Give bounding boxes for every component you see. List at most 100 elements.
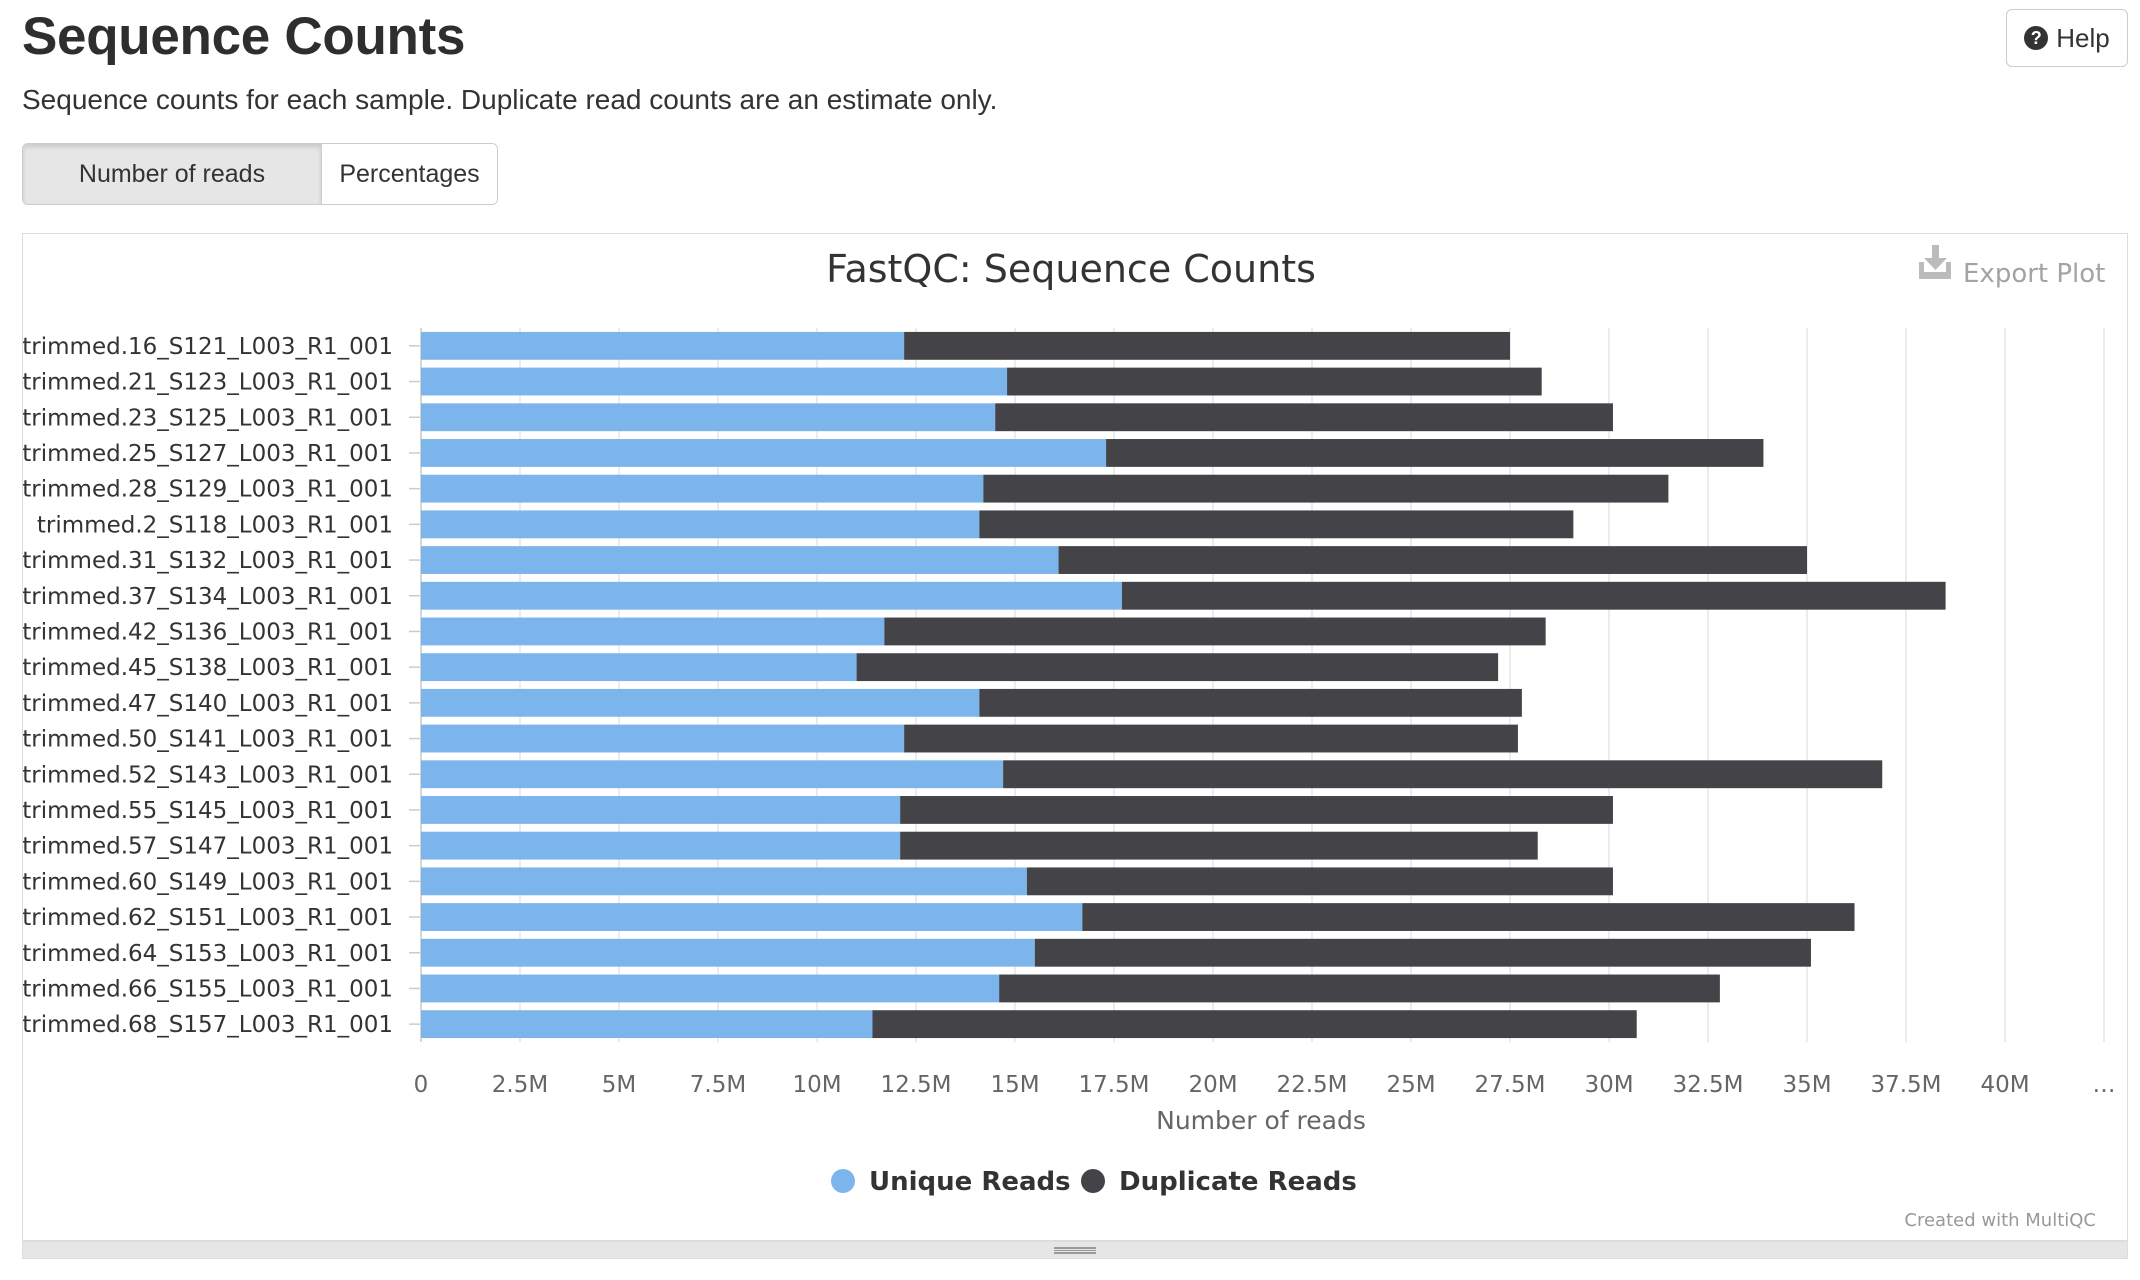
bar-duplicate-reads[interactable]	[1058, 546, 1807, 574]
y-axis-label: trimmed.68_S157_L003_R1_001	[23, 1012, 393, 1038]
bar-duplicate-reads[interactable]	[999, 974, 1720, 1003]
x-tick-label: 2.5M	[492, 1072, 548, 1098]
bar-unique-reads[interactable]	[421, 474, 984, 503]
section-description: Sequence counts for each sample. Duplica…	[22, 84, 998, 115]
y-axis-label: trimmed.25_S127_L003_R1_001	[23, 441, 393, 467]
view-toggle-group: Number of reads Percentages	[22, 143, 498, 205]
y-axis-label: trimmed.23_S125_L003_R1_001	[23, 405, 393, 431]
x-axis-title: Number of reads	[1156, 1106, 1366, 1135]
y-axis-label: trimmed.50_S141_L003_R1_001	[23, 727, 393, 753]
bar-unique-reads[interactable]	[421, 796, 901, 824]
bar-duplicate-reads[interactable]	[904, 331, 1510, 360]
bar-unique-reads[interactable]	[421, 1010, 873, 1039]
x-tick-label: 12.5M	[880, 1072, 951, 1098]
bar-unique-reads[interactable]	[421, 546, 1059, 574]
bar-duplicate-reads[interactable]	[983, 474, 1669, 503]
x-tick-label: 30M	[1584, 1072, 1633, 1098]
bar-duplicate-reads[interactable]	[1082, 903, 1855, 931]
credit-text: Created with MultiQC	[1904, 1210, 2096, 1231]
y-axis-label: trimmed.47_S140_L003_R1_001	[23, 691, 393, 717]
x-axis-ticks: 0 2.5M 5M 7.5M 10M 12.5M 15M 17.5M 20M 22.5M 25M 27…	[414, 1072, 2116, 1098]
y-axis-label: trimmed.60_S149_L003_R1_001	[23, 869, 393, 895]
y-axis-label: trimmed.16_S121_L003_R1_001	[23, 334, 393, 360]
x-tick-label: 32.5M	[1672, 1072, 1743, 1098]
bar-duplicate-reads[interactable]	[1003, 760, 1883, 789]
x-tick-label: 7.5M	[690, 1072, 746, 1098]
bars	[421, 331, 1946, 1039]
y-axis-label: trimmed.45_S138_L003_R1_001	[23, 655, 393, 681]
x-tick-label: 17.5M	[1078, 1072, 1149, 1098]
y-axis-label: trimmed.57_S147_L003_R1_001	[23, 834, 393, 860]
bar-unique-reads[interactable]	[421, 331, 905, 360]
sequence-counts-chart: FastQC: Sequence Counts Export Plot trim…	[23, 245, 2116, 1231]
toggle-percentages[interactable]: Percentages	[321, 144, 497, 204]
bar-duplicate-reads[interactable]	[900, 796, 1613, 824]
legend-marker-unique	[831, 1169, 855, 1193]
y-axis-labels: trimmed.16_S121_L003_R1_001 trimmed.21_S1…	[23, 334, 421, 1038]
y-axis-label: trimmed.62_S151_L003_R1_001	[23, 905, 393, 931]
bar-unique-reads[interactable]	[421, 510, 980, 539]
bar-duplicate-reads[interactable]	[1106, 439, 1764, 467]
x-tick-label: 0	[414, 1072, 429, 1098]
x-tick-label: …	[2093, 1072, 2116, 1098]
help-button[interactable]: ? Help	[2006, 9, 2128, 67]
bar-duplicate-reads[interactable]	[872, 1010, 1637, 1039]
bar-duplicate-reads[interactable]	[900, 831, 1538, 860]
bar-unique-reads[interactable]	[421, 403, 996, 432]
chart-title: FastQC: Sequence Counts	[826, 247, 1316, 291]
bar-duplicate-reads[interactable]	[1034, 938, 1811, 967]
legend-item-duplicate[interactable]: Duplicate Reads	[1081, 1167, 1357, 1197]
question-circle-icon: ?	[2024, 26, 2049, 50]
plot-container: FastQC: Sequence Counts Export Plot trim…	[22, 233, 2128, 1241]
bar-unique-reads[interactable]	[421, 581, 1122, 610]
bar-duplicate-reads[interactable]	[1121, 581, 1946, 610]
bar-duplicate-reads[interactable]	[979, 688, 1522, 717]
export-plot-button[interactable]: Export Plot	[1919, 245, 2105, 289]
y-axis-label: trimmed.55_S145_L003_R1_001	[23, 798, 393, 824]
bar-duplicate-reads[interactable]	[979, 510, 1574, 539]
bar-unique-reads[interactable]	[421, 903, 1083, 931]
x-tick-label: 20M	[1188, 1072, 1237, 1098]
x-tick-label: 27.5M	[1474, 1072, 1545, 1098]
bar-duplicate-reads[interactable]	[856, 653, 1499, 682]
bar-unique-reads[interactable]	[421, 760, 1004, 789]
x-tick-label: 10M	[792, 1072, 841, 1098]
x-tick-label: 5M	[602, 1072, 636, 1098]
download-icon	[1919, 245, 1951, 279]
x-tick-label: 22.5M	[1276, 1072, 1347, 1098]
bar-unique-reads[interactable]	[421, 867, 1027, 896]
y-axis-label: trimmed.31_S132_L003_R1_001	[23, 548, 393, 574]
grip-icon	[1054, 1246, 1096, 1254]
y-axis-label: trimmed.37_S134_L003_R1_001	[23, 584, 393, 610]
y-axis-label: trimmed.42_S136_L003_R1_001	[23, 619, 393, 645]
bar-duplicate-reads[interactable]	[904, 724, 1518, 753]
y-axis-label: trimmed.52_S143_L003_R1_001	[23, 762, 393, 788]
legend-marker-duplicate	[1081, 1169, 1105, 1193]
bar-duplicate-reads[interactable]	[1026, 867, 1613, 896]
bar-unique-reads[interactable]	[421, 831, 901, 860]
legend-item-unique[interactable]: Unique Reads	[831, 1167, 1071, 1197]
plot-resize-handle[interactable]	[22, 1241, 2128, 1259]
help-label: Help	[2056, 22, 2110, 53]
bar-unique-reads[interactable]	[421, 367, 1008, 396]
x-tick-label: 35M	[1782, 1072, 1831, 1098]
bar-unique-reads[interactable]	[421, 974, 1000, 1003]
bar-unique-reads[interactable]	[421, 653, 857, 682]
y-axis-label: trimmed.66_S155_L003_R1_001	[23, 976, 393, 1002]
legend: Unique Reads Duplicate Reads	[831, 1167, 1357, 1197]
page-title: Sequence Counts	[22, 7, 466, 66]
bar-duplicate-reads[interactable]	[1007, 367, 1542, 396]
x-tick-label: 40M	[1980, 1072, 2029, 1098]
toggle-number-of-reads[interactable]: Number of reads	[23, 144, 321, 204]
bar-unique-reads[interactable]	[421, 688, 980, 717]
bar-duplicate-reads[interactable]	[884, 617, 1546, 646]
bar-unique-reads[interactable]	[421, 938, 1035, 967]
export-plot-label: Export Plot	[1963, 259, 2105, 289]
bar-unique-reads[interactable]	[421, 439, 1107, 467]
bar-unique-reads[interactable]	[421, 617, 885, 646]
bar-unique-reads[interactable]	[421, 724, 905, 753]
y-axis-label: trimmed.2_S118_L003_R1_001	[37, 512, 393, 538]
x-tick-label: 15M	[990, 1072, 1039, 1098]
bar-duplicate-reads[interactable]	[995, 403, 1613, 432]
y-axis-label: trimmed.21_S123_L003_R1_001	[23, 370, 393, 396]
